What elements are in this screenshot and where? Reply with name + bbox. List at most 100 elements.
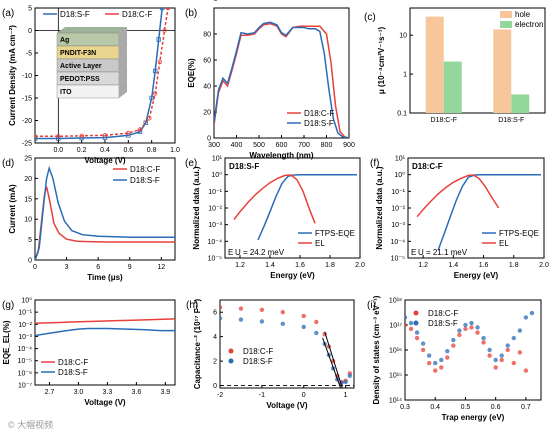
y-tick-label: 10¹ (212, 156, 223, 163)
data-point (481, 335, 486, 341)
panel-label: (f) (370, 158, 379, 169)
y-axis-label: Current Density (mA cm⁻²) (8, 25, 17, 126)
data-point (238, 317, 244, 322)
inset-layer-side (119, 27, 127, 46)
data-point (220, 305, 223, 310)
x-tick-label: 12 (157, 264, 165, 271)
bar (425, 16, 444, 113)
x-tick-label: 0.7 (521, 404, 531, 411)
series-line (35, 186, 175, 260)
inset-layer-side (119, 79, 127, 98)
data-point (517, 328, 523, 333)
series-line (214, 21, 349, 138)
data-point (505, 347, 510, 353)
x-tick-label: 2.0 (355, 262, 365, 269)
x-tick-label: 3 (65, 264, 69, 271)
data-point (405, 315, 408, 320)
data-point (439, 357, 444, 363)
y-tick-label: 10⁻⁴ (18, 346, 33, 353)
y-tick-label: 10⁰ (211, 171, 222, 179)
x-tick-label: 2.7 (45, 389, 55, 396)
x-tick-label: 3.9 (160, 389, 170, 396)
y-tick-label: 10¹ (395, 156, 406, 163)
watermark: © 大帽视频 (8, 419, 53, 430)
data-point (137, 127, 143, 132)
data-point (220, 316, 223, 321)
x-axis-label: Time (μs) (87, 273, 123, 282)
legend-marker (413, 310, 419, 316)
plot-frame (407, 157, 545, 259)
x-tick-label: 700 (298, 142, 310, 149)
y-tick-label: 10⁻² (208, 206, 222, 213)
chart-panel-g: (g) 10⁻⁷ 10⁻⁶ 10⁻⁵ 10⁻⁴ 10⁻³ 10⁻² 10⁻¹ 10⁰ 2.7 3.0… (2, 297, 176, 407)
panel-label: (b) (185, 8, 197, 19)
data-point (414, 330, 420, 335)
y-tick-label: 10¹⁷ (389, 323, 402, 330)
x-tick-label: 1.8 (325, 262, 335, 269)
x-tick-label: 0.3 (400, 404, 410, 411)
y-tick-label: 10⁻⁶ (18, 370, 32, 377)
legend-label: D18:S-F (428, 319, 458, 328)
y-tick-label: 0 (207, 136, 211, 143)
y-tick-label: 20 (24, 176, 32, 183)
inset-layer-side (119, 53, 127, 72)
data-point (152, 68, 158, 74)
data-point (493, 365, 498, 370)
x-tick-label: 3.6 (132, 389, 142, 396)
data-point (259, 307, 265, 312)
panel-label: (g) (2, 300, 14, 311)
data-point (457, 328, 462, 333)
data-point (408, 326, 414, 332)
plot-frame (34, 157, 176, 261)
data-point (147, 116, 152, 121)
data-point (238, 306, 244, 311)
x-axis-label: Voltage (V) (266, 401, 308, 410)
legend-label: D18:S-F (58, 368, 88, 377)
legend-marker (228, 358, 234, 364)
data-point (426, 353, 432, 358)
category-label: D18:C-F (431, 117, 457, 124)
data-point (523, 315, 529, 320)
y-tick-label: 10¹⁴ (389, 398, 402, 405)
x-tick-label: 0.6 (491, 404, 501, 411)
data-point (433, 368, 438, 373)
data-point (433, 360, 438, 366)
y-tick-label: 10¹⁵ (389, 373, 402, 380)
data-point (56, 134, 61, 139)
y-tick-label: 5 (28, 237, 32, 244)
series-line (233, 174, 316, 224)
x-tick-label: 1.6 (479, 262, 489, 269)
legend-label: FTPS-EQE (315, 229, 355, 238)
data-point (56, 136, 61, 141)
data-point (152, 91, 158, 96)
x-tick-label: 900 (343, 142, 355, 149)
legend-swatch (500, 11, 512, 18)
data-point (499, 357, 504, 363)
legend-label: electron (515, 20, 543, 29)
x-axis-label: Voltage (V) (84, 398, 126, 407)
x-tick-label: 600 (276, 142, 288, 149)
y-tick-label: 10⁻⁷ (18, 383, 32, 390)
data-point (457, 332, 462, 338)
y-tick-label: -20 (22, 118, 32, 125)
y-axis-label: Normalized data (a.u.) (375, 166, 384, 249)
series-line (35, 8, 169, 138)
y-tick-label: 6 (213, 310, 217, 317)
annotation: E U = 24.2 meV (228, 248, 285, 257)
data-point (280, 310, 286, 315)
data-point (102, 133, 108, 138)
data-point (35, 134, 38, 139)
y-tick-label: 10⁻⁴ (208, 239, 223, 246)
inset-layer-label: Ag (60, 37, 69, 44)
plot-frame (219, 299, 355, 389)
panel-label: (c) (364, 12, 376, 23)
y-axis-label: Current (mA) (8, 184, 17, 234)
x-axis-label: Voltage (V) (84, 156, 126, 165)
data-point (469, 320, 474, 326)
x-tick-label: -2 (217, 392, 223, 399)
y-tick-label: 10¹⁶ (389, 348, 402, 355)
panel-label: (e) (185, 158, 197, 169)
data-point (408, 320, 414, 326)
panel-label: (d) (2, 158, 14, 169)
